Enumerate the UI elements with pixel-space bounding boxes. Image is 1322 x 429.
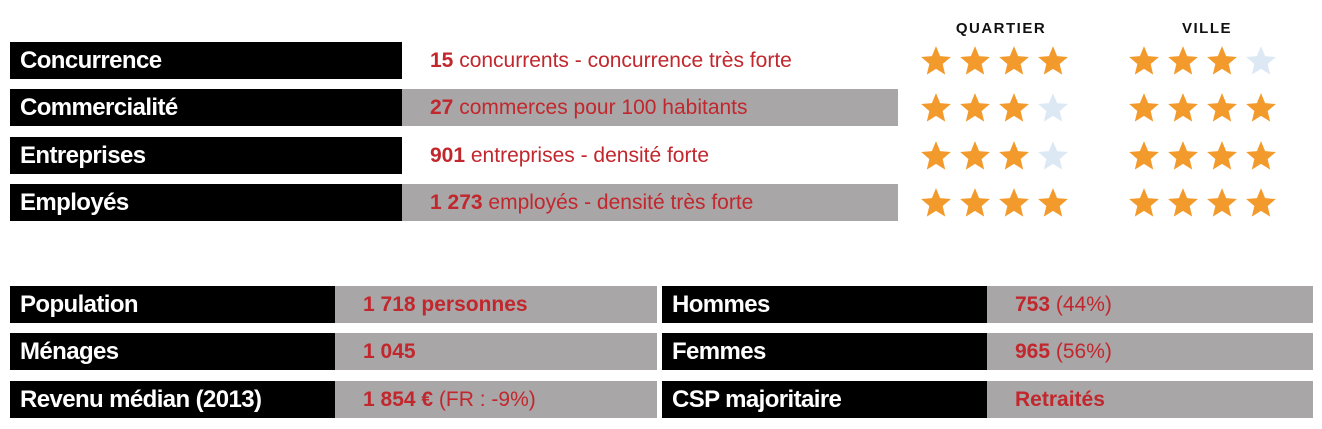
stat-value-number: 1 854 € [363,388,434,411]
row-label: Employés [10,184,402,221]
star-filled-icon [1129,45,1159,75]
star-filled-icon [999,187,1029,217]
star-filled-icon [1207,45,1237,75]
stat-label-hommes: Hommes [662,286,987,323]
star-filled-icon [960,92,990,122]
star-filled-icon [1129,140,1159,170]
stat-value-revenu: 1 854 € (FR : -9%) [335,381,657,418]
star-filled-icon [999,92,1029,122]
quartier-rating [919,184,1070,221]
ville-rating [1127,42,1278,79]
star-filled-icon [960,187,990,217]
stat-value-hommes: 753 (44%) [987,286,1313,323]
stat-value-number: 753 [1015,293,1051,316]
stat-value-number: Retraités [1015,388,1105,411]
star-filled-icon [1207,92,1237,122]
row-label: Entreprises [10,137,402,174]
star-filled-icon [1246,140,1276,170]
row-value: 901 entreprises - densité forte [402,137,898,174]
row-value-number: 27 [430,96,454,119]
stat-label-revenu: Revenu médian (2013) [10,381,335,418]
star-filled-icon [921,187,951,217]
row-value-number: 1 273 [430,191,483,214]
star-filled-icon [921,92,951,122]
star-filled-icon [1038,187,1068,217]
row-value-text: entreprises - densité forte [465,144,709,167]
star-filled-icon [960,45,990,75]
ville-rating [1127,184,1278,221]
quartier-header: QUARTIER [955,20,1047,37]
stat-value-csp: Retraités [987,381,1313,418]
quartier-rating [919,42,1070,79]
stat-label-population: Population [10,286,335,323]
stat-label-csp: CSP majoritaire [662,381,987,418]
stat-value-extra: (FR : -9%) [433,388,536,411]
stat-value-extra: (44%) [1050,293,1112,316]
stat-value-number: 1 045 [363,340,416,363]
row-value-text: commerces pour 100 habitants [453,96,748,119]
star-filled-icon [1168,187,1198,217]
row-label: Concurrence [10,42,402,79]
stat-value-population: 1 718 personnes [335,286,657,323]
ville-rating [1127,89,1278,126]
quartier-rating [919,89,1070,126]
stat-value-extra: (56%) [1050,340,1112,363]
star-filled-icon [999,140,1029,170]
star-filled-icon [1168,45,1198,75]
row-value: 27 commerces pour 100 habitants [402,89,898,126]
star-filled-icon [1246,92,1276,122]
star-filled-icon [1168,140,1198,170]
stat-label-femmes: Femmes [662,333,987,370]
row-value: 1 273 employés - densité très forte [402,184,898,221]
star-filled-icon [1129,187,1159,217]
stat-value-menages: 1 045 [335,333,657,370]
star-filled-icon [1207,187,1237,217]
ville-rating [1127,137,1278,174]
row-value: 15 concurrents - concurrence très forte [402,42,898,79]
star-empty-icon [1038,92,1068,122]
row-value-text: employés - densité très forte [482,191,754,214]
stat-value-number: 1 718 personnes [363,293,528,316]
stat-value-femmes: 965 (56%) [987,333,1313,370]
star-filled-icon [1038,45,1068,75]
row-value-text: concurrents - concurrence très forte [453,49,792,72]
stat-label-menages: Ménages [10,333,335,370]
star-filled-icon [921,45,951,75]
star-filled-icon [1129,92,1159,122]
star-filled-icon [1168,92,1198,122]
star-empty-icon [1246,45,1276,75]
star-empty-icon [1038,140,1068,170]
row-label: Commercialité [10,89,402,126]
star-filled-icon [1207,140,1237,170]
star-filled-icon [921,140,951,170]
ville-header: VILLE [1181,20,1232,37]
quartier-rating [919,137,1070,174]
stat-value-number: 965 [1015,340,1051,363]
star-filled-icon [960,140,990,170]
row-value-number: 901 [430,144,466,167]
row-value-number: 15 [430,49,454,72]
star-filled-icon [999,45,1029,75]
star-filled-icon [1246,187,1276,217]
